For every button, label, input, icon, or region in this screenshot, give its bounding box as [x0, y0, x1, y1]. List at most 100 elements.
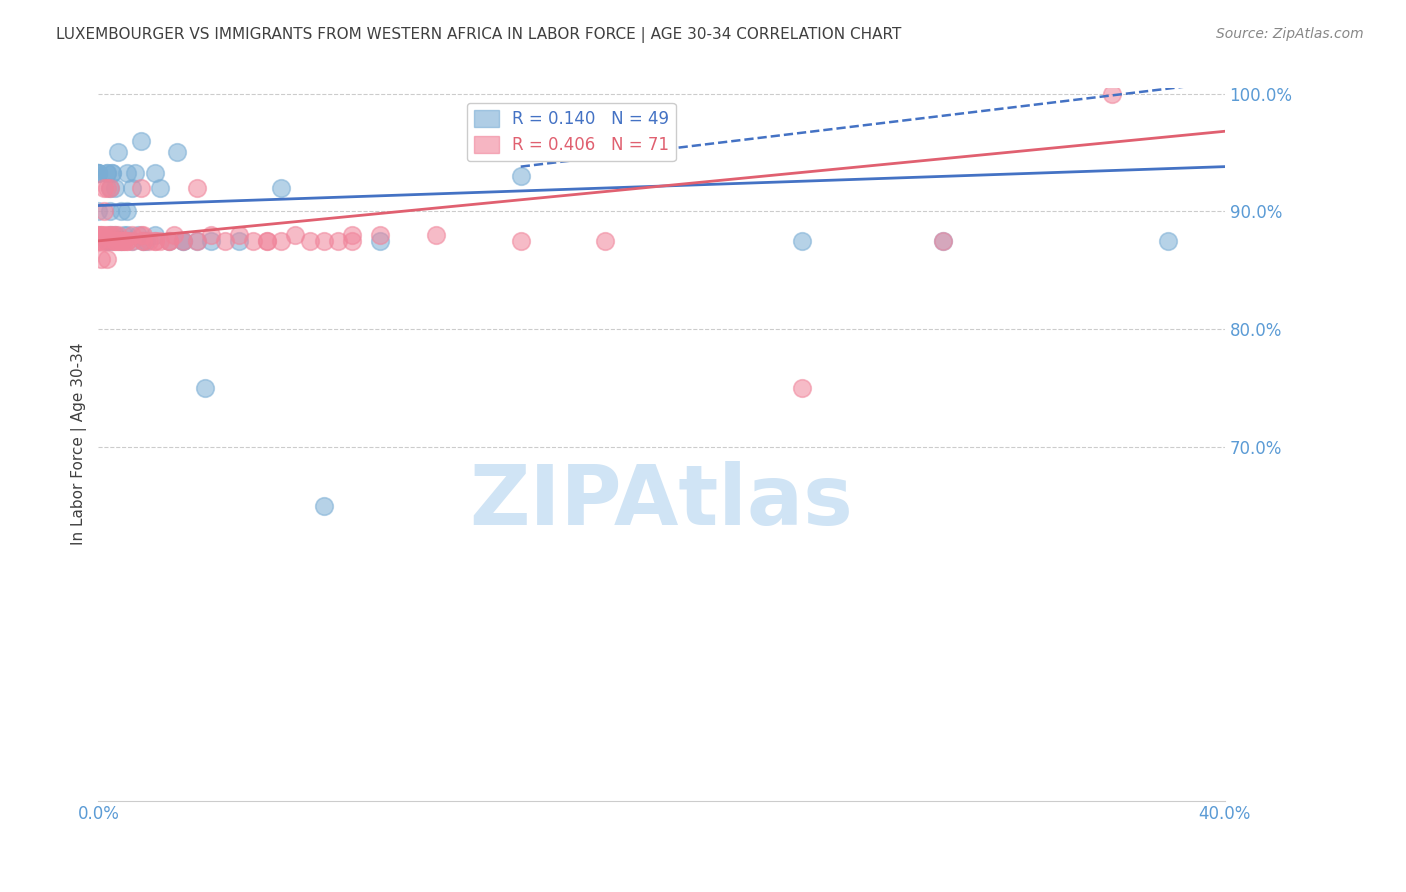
Immigrants from Western Africa — [110, 234, 132, 248]
Luxembourgers — [87, 165, 110, 179]
Immigrants from Western Africa — [104, 234, 127, 248]
Luxembourgers — [96, 165, 118, 179]
Immigrants from Western Africa — [242, 234, 264, 248]
Immigrants from Western Africa — [284, 227, 307, 242]
Immigrants from Western Africa — [132, 234, 155, 248]
Luxembourgers — [115, 165, 138, 179]
Luxembourgers — [509, 169, 531, 183]
Immigrants from Western Africa — [90, 252, 112, 266]
Text: Source: ZipAtlas.com: Source: ZipAtlas.com — [1216, 27, 1364, 41]
Luxembourgers — [270, 181, 292, 195]
Immigrants from Western Africa — [93, 234, 115, 248]
Immigrants from Western Africa — [104, 227, 127, 242]
Immigrants from Western Africa — [157, 234, 180, 248]
Luxembourgers — [98, 204, 121, 219]
Luxembourgers — [143, 227, 166, 242]
Luxembourgers — [87, 165, 110, 179]
Immigrants from Western Africa — [107, 234, 129, 248]
Immigrants from Western Africa — [107, 227, 129, 242]
Luxembourgers — [101, 165, 124, 179]
Luxembourgers — [1157, 234, 1180, 248]
Luxembourgers — [186, 234, 208, 248]
Luxembourgers — [194, 381, 217, 395]
Luxembourgers — [149, 181, 172, 195]
Immigrants from Western Africa — [90, 227, 112, 242]
Luxembourgers — [312, 499, 335, 513]
Immigrants from Western Africa — [326, 234, 349, 248]
Luxembourgers — [115, 227, 138, 242]
Luxembourgers — [104, 227, 127, 242]
Luxembourgers — [110, 204, 132, 219]
Luxembourgers — [200, 234, 222, 248]
Immigrants from Western Africa — [186, 234, 208, 248]
Immigrants from Western Africa — [112, 234, 135, 248]
Immigrants from Western Africa — [87, 234, 110, 248]
Luxembourgers — [121, 234, 143, 248]
Luxembourgers — [166, 145, 188, 160]
Immigrants from Western Africa — [98, 181, 121, 195]
Luxembourgers — [98, 227, 121, 242]
Immigrants from Western Africa — [186, 181, 208, 195]
Luxembourgers — [228, 234, 250, 248]
Luxembourgers — [115, 204, 138, 219]
Immigrants from Western Africa — [90, 227, 112, 242]
Immigrants from Western Africa — [143, 234, 166, 248]
Immigrants from Western Africa — [138, 234, 160, 248]
Immigrants from Western Africa — [121, 227, 143, 242]
Luxembourgers — [87, 165, 110, 179]
Luxembourgers — [368, 234, 391, 248]
Immigrants from Western Africa — [87, 234, 110, 248]
Immigrants from Western Africa — [593, 234, 616, 248]
Luxembourgers — [157, 234, 180, 248]
Legend: R = 0.140   N = 49, R = 0.406   N = 71: R = 0.140 N = 49, R = 0.406 N = 71 — [467, 103, 676, 161]
Immigrants from Western Africa — [149, 234, 172, 248]
Luxembourgers — [127, 227, 149, 242]
Immigrants from Western Africa — [96, 227, 118, 242]
Immigrants from Western Africa — [132, 227, 155, 242]
Immigrants from Western Africa — [340, 234, 363, 248]
Immigrants from Western Africa — [172, 234, 194, 248]
Immigrants from Western Africa — [509, 234, 531, 248]
Luxembourgers — [112, 227, 135, 242]
Luxembourgers — [172, 234, 194, 248]
Immigrants from Western Africa — [101, 227, 124, 242]
Immigrants from Western Africa — [228, 227, 250, 242]
Luxembourgers — [135, 234, 157, 248]
Luxembourgers — [932, 234, 955, 248]
Immigrants from Western Africa — [312, 234, 335, 248]
Luxembourgers — [143, 165, 166, 179]
Luxembourgers — [87, 204, 110, 219]
Luxembourgers — [96, 234, 118, 248]
Immigrants from Western Africa — [87, 227, 110, 242]
Immigrants from Western Africa — [112, 234, 135, 248]
Luxembourgers — [107, 145, 129, 160]
Immigrants from Western Africa — [93, 181, 115, 195]
Immigrants from Western Africa — [143, 234, 166, 248]
Luxembourgers — [132, 234, 155, 248]
Immigrants from Western Africa — [368, 227, 391, 242]
Immigrants from Western Africa — [104, 234, 127, 248]
Luxembourgers — [98, 181, 121, 195]
Y-axis label: In Labor Force | Age 30-34: In Labor Force | Age 30-34 — [72, 343, 87, 545]
Luxembourgers — [172, 234, 194, 248]
Immigrants from Western Africa — [1101, 87, 1123, 101]
Immigrants from Western Africa — [157, 234, 180, 248]
Luxembourgers — [124, 165, 146, 179]
Immigrants from Western Africa — [132, 234, 155, 248]
Luxembourgers — [110, 234, 132, 248]
Immigrants from Western Africa — [129, 181, 152, 195]
Immigrants from Western Africa — [96, 181, 118, 195]
Immigrants from Western Africa — [792, 381, 814, 395]
Immigrants from Western Africa — [93, 204, 115, 219]
Immigrants from Western Africa — [121, 234, 143, 248]
Text: LUXEMBOURGER VS IMMIGRANTS FROM WESTERN AFRICA IN LABOR FORCE | AGE 30-34 CORREL: LUXEMBOURGER VS IMMIGRANTS FROM WESTERN … — [56, 27, 901, 43]
Immigrants from Western Africa — [298, 234, 321, 248]
Immigrants from Western Africa — [256, 234, 278, 248]
Immigrants from Western Africa — [107, 234, 129, 248]
Immigrants from Western Africa — [90, 234, 112, 248]
Immigrants from Western Africa — [932, 234, 955, 248]
Immigrants from Western Africa — [110, 234, 132, 248]
Luxembourgers — [104, 181, 127, 195]
Immigrants from Western Africa — [340, 227, 363, 242]
Immigrants from Western Africa — [200, 227, 222, 242]
